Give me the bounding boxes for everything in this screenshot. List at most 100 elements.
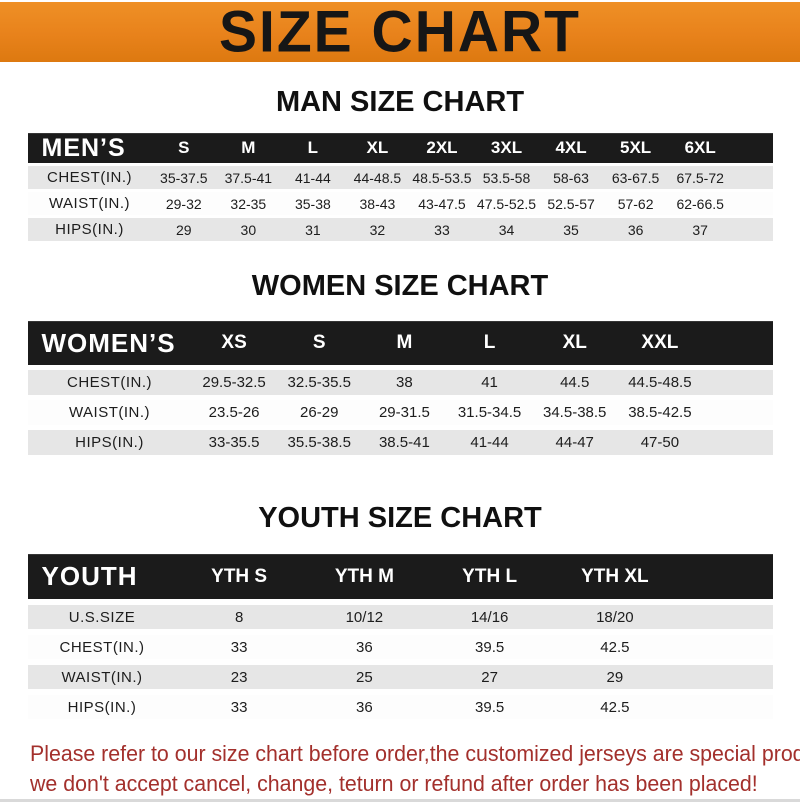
- header-filler: [677, 554, 773, 599]
- size-value: 10/12: [301, 605, 427, 629]
- banner: SIZE CHART: [0, 2, 800, 62]
- header-filler: [732, 133, 773, 163]
- size-value: 29: [151, 218, 217, 241]
- size-value: 41: [446, 370, 533, 395]
- row-label: CHEST(IN.): [27, 166, 152, 189]
- size-value: 41-44: [280, 166, 346, 189]
- row-filler: [702, 400, 773, 425]
- table-row: CHEST(IN.) 35-37.5 37.5-41 41-44 44-48.5 48.5…: [27, 166, 773, 189]
- size-value: 42.5: [552, 635, 678, 659]
- table-row: WAIST(IN.) 29-32 32-35 35-38 38-43 43-47.5 47.…: [27, 192, 773, 215]
- size-value: 31.5-34.5: [446, 400, 533, 425]
- size-value: 36: [603, 218, 668, 241]
- size-value: 62-66.5: [667, 192, 733, 215]
- size-column-header: 4XL: [538, 133, 604, 163]
- section-youth: YOUTH SIZE CHART YOUTH YTH S YTH M YTH L YTH…: [0, 502, 800, 725]
- size-value: 8: [176, 605, 302, 629]
- section-women: WOMEN SIZE CHART WOMEN’S XS S M L XL XXL CHEST…: [0, 270, 800, 460]
- table-row: WAIST(IN.) 23 25 27 29: [27, 665, 773, 689]
- size-value: 36: [301, 635, 427, 659]
- row-filler: [677, 665, 773, 689]
- size-value: 37.5-41: [216, 166, 281, 189]
- size-value: 23: [176, 665, 302, 689]
- size-column-header: M: [361, 321, 447, 365]
- order-notice: Please refer to our size chart before or…: [30, 739, 800, 799]
- row-label: WAIST(IN.): [27, 192, 152, 215]
- size-value: 30: [216, 218, 281, 241]
- size-value: 38.5-41: [361, 430, 447, 455]
- size-value: 53.5-58: [474, 166, 539, 189]
- size-column-header: L: [446, 321, 533, 365]
- size-value: 34.5-38.5: [532, 400, 618, 425]
- size-column-header: XS: [191, 321, 277, 365]
- size-value: 42.5: [552, 695, 678, 719]
- table-row: HIPS(IN.) 33-35.5 35.5-38.5 38.5-41 41-44 44-…: [27, 430, 773, 455]
- size-value: 44-48.5: [345, 166, 410, 189]
- size-value: 35-38: [280, 192, 346, 215]
- size-value: 38.5-42.5: [617, 400, 703, 425]
- size-value: 38: [361, 370, 447, 395]
- size-value: 39.5: [427, 695, 553, 719]
- row-label: CHEST(IN.): [27, 635, 177, 659]
- row-filler: [677, 605, 773, 629]
- size-value: 35.5-38.5: [276, 430, 362, 455]
- size-value: 27: [427, 665, 553, 689]
- table-row: CHEST(IN.) 33 36 39.5 42.5: [27, 635, 773, 659]
- notice-line-2: we don't accept cancel, change, teturn o…: [30, 771, 758, 796]
- size-value: 35: [538, 218, 604, 241]
- notice-line-1: Please refer to our size chart before or…: [30, 741, 800, 766]
- size-value: 33: [176, 635, 302, 659]
- section-men: MAN SIZE CHART MEN’S S M L XL 2XL 3XL 4XL 5XL 6XL…: [0, 86, 800, 244]
- table-header-row: YOUTH YTH S YTH M YTH L YTH XL: [27, 554, 773, 599]
- size-value: 31: [280, 218, 346, 241]
- table-header-row: MEN’S S M L XL 2XL 3XL 4XL 5XL 6XL: [27, 133, 773, 163]
- page-title: SIZE CHART: [219, 0, 581, 65]
- size-column-header: L: [280, 133, 346, 163]
- row-label: CHEST(IN.): [27, 370, 192, 395]
- size-column-header: 6XL: [667, 133, 733, 163]
- size-value: 35-37.5: [151, 166, 217, 189]
- size-value: 18/20: [552, 605, 678, 629]
- section-title: YOUTH SIZE CHART: [258, 502, 542, 534]
- size-value: 47.5-52.5: [474, 192, 539, 215]
- size-column-header: YTH M: [301, 554, 427, 599]
- table-row: CHEST(IN.) 29.5-32.5 32.5-35.5 38 41 44.5 44.5…: [27, 370, 773, 395]
- table-group-label: WOMEN’S: [27, 321, 192, 365]
- table-group-label: MEN’S: [27, 133, 152, 163]
- size-value: 58-63: [538, 166, 604, 189]
- size-value: 29: [552, 665, 678, 689]
- size-value: 29.5-32.5: [191, 370, 277, 395]
- size-table: WOMEN’S XS S M L XL XXL CHEST(IN.) 29.5-32.5 32.…: [27, 316, 773, 460]
- size-value: 67.5-72: [667, 166, 733, 189]
- row-filler: [677, 635, 773, 659]
- row-filler: [732, 192, 773, 215]
- size-value: 25: [301, 665, 427, 689]
- row-filler: [702, 370, 773, 395]
- header-filler: [702, 321, 773, 365]
- row-label: HIPS(IN.): [27, 218, 152, 241]
- row-label: HIPS(IN.): [27, 695, 177, 719]
- size-value: 48.5-53.5: [409, 166, 475, 189]
- size-column-header: 3XL: [474, 133, 539, 163]
- table-header-row: WOMEN’S XS S M L XL XXL: [27, 321, 773, 365]
- size-value: 29-32: [151, 192, 217, 215]
- size-value: 43-47.5: [409, 192, 475, 215]
- size-value: 26-29: [276, 400, 362, 425]
- table-row: WAIST(IN.) 23.5-26 26-29 29-31.5 31.5-34.5 34…: [27, 400, 773, 425]
- table-row: HIPS(IN.) 33 36 39.5 42.5: [27, 695, 773, 719]
- size-value: 32: [345, 218, 410, 241]
- size-value: 33-35.5: [191, 430, 277, 455]
- row-label: WAIST(IN.): [27, 665, 177, 689]
- size-value: 37: [667, 218, 733, 241]
- size-chart-sections: MAN SIZE CHART MEN’S S M L XL 2XL 3XL 4XL 5XL 6XL…: [0, 86, 800, 725]
- size-value: 38-43: [345, 192, 410, 215]
- section-title: WOMEN SIZE CHART: [251, 270, 549, 302]
- size-column-header: YTH S: [176, 554, 302, 599]
- size-value: 47-50: [617, 430, 703, 455]
- size-value: 57-62: [603, 192, 668, 215]
- size-column-header: 5XL: [603, 133, 668, 163]
- row-filler: [732, 166, 773, 189]
- size-value: 52.5-57: [538, 192, 604, 215]
- size-value: 41-44: [446, 430, 533, 455]
